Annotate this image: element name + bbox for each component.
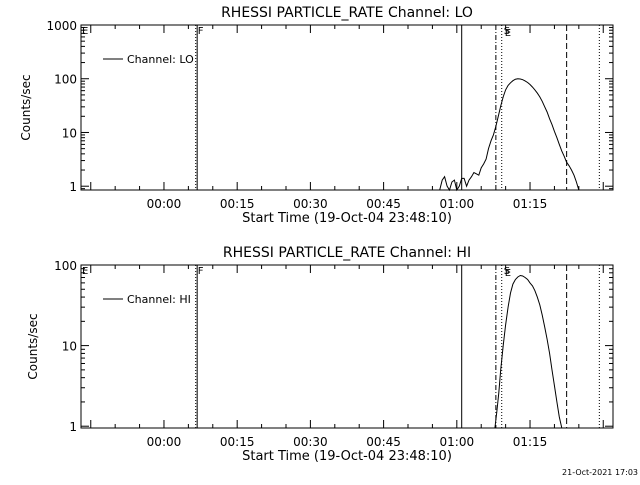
chart-title: RHESSI PARTICLE_RATE Channel: LO: [221, 5, 473, 21]
chart-title: RHESSI PARTICLE_RATE Channel: HI: [223, 245, 471, 261]
legend-entry: Channel: LO: [127, 53, 194, 66]
y-axis-label: Counts/sec: [19, 74, 33, 140]
y-tick-label: 1: [69, 180, 77, 194]
x-tick-label: 01:15: [513, 197, 548, 211]
y-tick-label: 100: [54, 73, 77, 87]
y-tick-label: 1000: [46, 19, 77, 33]
x-tick-label: 00:30: [293, 435, 328, 449]
x-tick-label: 00:30: [293, 197, 328, 211]
x-axis-label: Start Time (19-Oct-04 23:48:10): [242, 449, 452, 464]
footer-timestamp: 21-Oct-2021 17:03: [562, 468, 638, 477]
x-tick-label: 01:15: [513, 435, 548, 449]
y-tick-label: 10: [62, 340, 77, 354]
plot-frame: [81, 265, 613, 428]
x-tick-label: 00:15: [220, 197, 255, 211]
x-tick-label: 00:00: [147, 197, 182, 211]
event-marker-label: F: [198, 266, 204, 277]
series-line: [495, 276, 562, 429]
event-marker-label: F: [198, 26, 204, 37]
plot-frame: [81, 25, 613, 190]
y-tick-label: 10: [62, 126, 77, 140]
edge-label-left: E: [82, 26, 88, 37]
series-line: [440, 79, 579, 190]
edge-label-left: E: [82, 266, 88, 277]
x-tick-label: 01:00: [440, 435, 475, 449]
legend-entry: Channel: HI: [127, 293, 191, 306]
x-tick-label: 00:15: [220, 435, 255, 449]
edge-label-right: E: [505, 268, 511, 279]
x-tick-label: 01:00: [440, 197, 475, 211]
x-tick-label: 00:00: [147, 435, 182, 449]
x-tick-label: 00:45: [366, 435, 401, 449]
x-axis-label: Start Time (19-Oct-04 23:48:10): [242, 211, 452, 226]
y-tick-label: 1: [69, 420, 77, 434]
x-tick-label: 00:45: [366, 197, 401, 211]
y-tick-label: 100: [54, 259, 77, 273]
edge-label-right: E: [505, 28, 511, 39]
y-axis-label: Counts/sec: [26, 313, 40, 379]
